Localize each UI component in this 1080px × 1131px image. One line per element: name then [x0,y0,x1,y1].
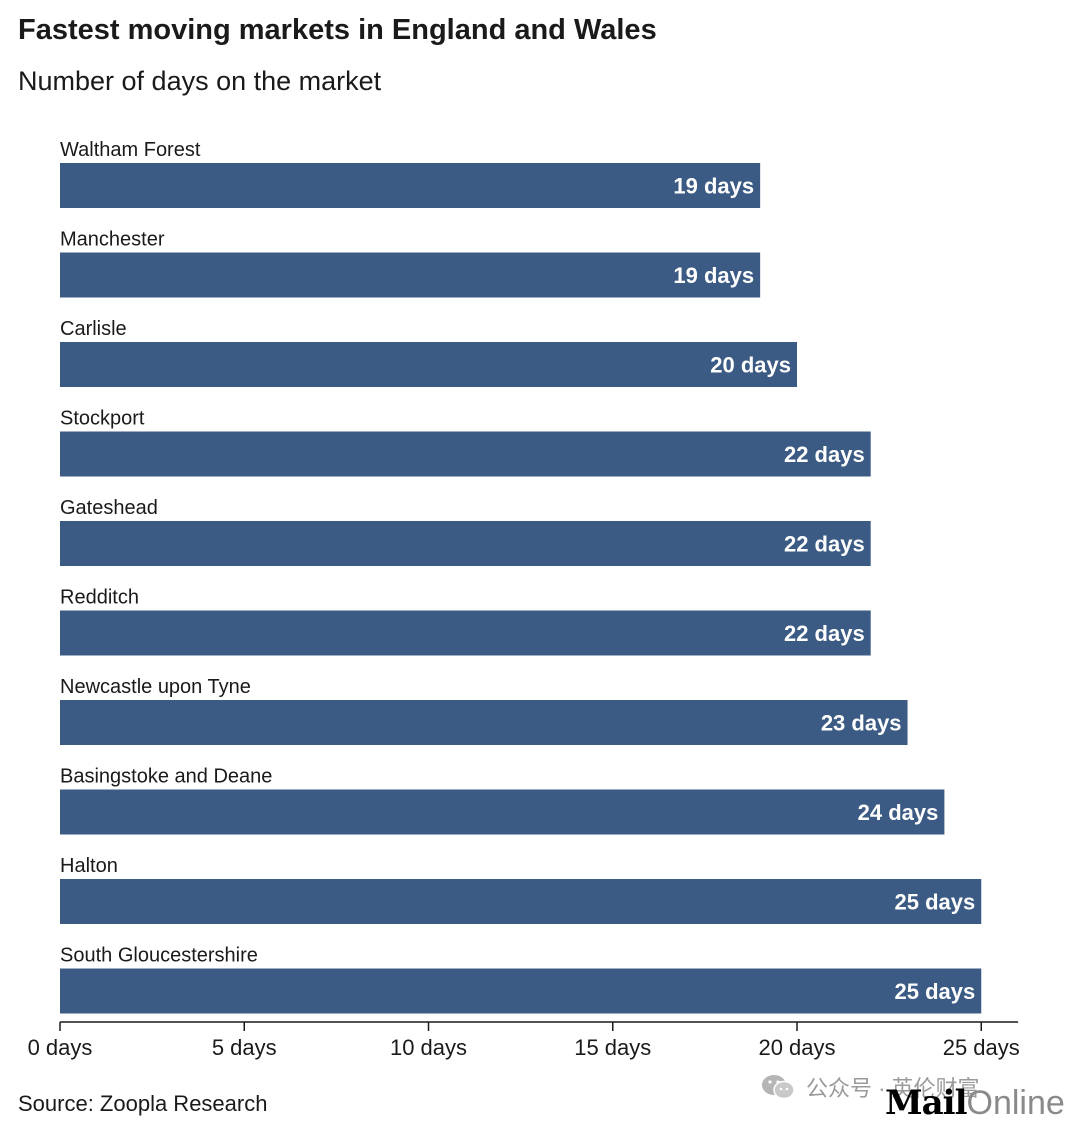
x-tick-label: 25 days [943,1035,1020,1060]
chart-subtitle: Number of days on the market [18,66,382,96]
bar [60,521,871,566]
data-label: 23 days [821,711,902,736]
bar [60,163,761,208]
data-label: 20 days [710,353,791,378]
bar [60,610,871,656]
x-tick-label: 10 days [390,1035,467,1060]
logo-online: Online [966,1084,1065,1122]
watermark-text: 公众号 · 英伦财富 [806,1076,980,1101]
category-label: South Gloucestershire [60,945,258,967]
bar [60,968,982,1014]
category-label: Carlisle [60,318,127,340]
data-label: 22 days [784,621,865,646]
data-label: 24 days [858,800,939,825]
category-label: Newcastle upon Tyne [60,676,251,698]
x-tick-label: 15 days [574,1035,651,1060]
data-label: 22 days [784,532,865,557]
category-label: Redditch [60,587,139,609]
data-label: 22 days [784,442,865,467]
bar [60,789,945,835]
category-label: Waltham Forest [60,139,201,161]
logo-mail: Mail [885,1083,967,1123]
data-label: 25 days [895,890,976,915]
bar-chart: Waltham Forest 19 days Manchester 19 days Ca… [28,139,1020,1060]
x-tick-label: 20 days [758,1035,835,1060]
watermark: 公众号 · 英伦财富 [760,1072,990,1102]
category-label: Manchester [60,229,165,251]
category-label: Gateshead [60,497,158,519]
x-tick-label: 0 days [28,1035,93,1060]
bar [60,879,982,924]
source-note: Source: Zoopla Research [18,1091,268,1116]
category-label: Basingstoke and Deane [60,766,272,788]
bar [60,431,871,477]
bar [60,342,797,387]
data-label: 19 days [673,174,754,199]
data-label: 19 days [673,263,754,288]
bar [60,252,761,298]
data-label: 25 days [895,979,976,1004]
category-label: Stockport [60,408,145,430]
mailonline-logo: MailOnline [885,1083,1065,1123]
wechat-icon [760,1072,796,1102]
bar [60,700,908,745]
x-tick-label: 5 days [212,1035,277,1060]
chart-title: Fastest moving markets in England and Wa… [18,14,657,46]
category-label: Halton [60,855,118,877]
